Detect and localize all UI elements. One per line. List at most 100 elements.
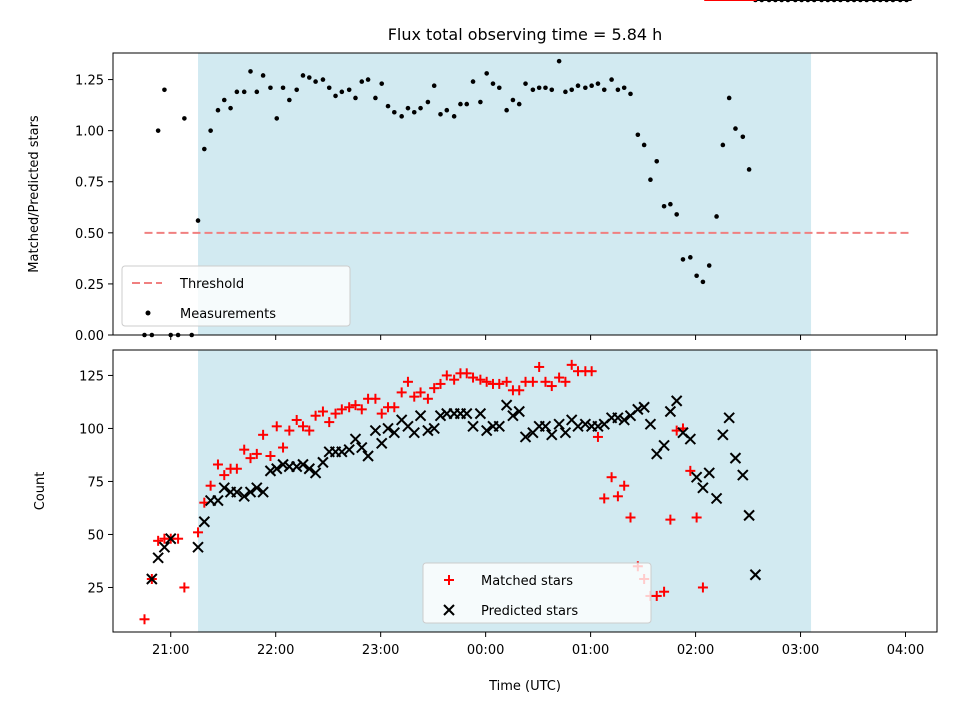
measurement-point bbox=[385, 103, 391, 109]
predicted-point bbox=[612, 412, 624, 424]
measurement-point bbox=[241, 89, 247, 95]
measurement-point bbox=[365, 77, 371, 82]
matched-point bbox=[231, 463, 242, 474]
predicted-point bbox=[349, 433, 362, 445]
measurement-point bbox=[523, 81, 528, 86]
predicted-point bbox=[638, 401, 650, 413]
predicted-point bbox=[218, 482, 230, 494]
matched-point bbox=[586, 366, 597, 377]
predicted-point bbox=[553, 418, 565, 430]
measurement-point bbox=[287, 97, 292, 103]
matched-point bbox=[271, 421, 282, 432]
predicted-point bbox=[519, 431, 532, 443]
predicted-point bbox=[572, 420, 584, 433]
legend: Matched stars Predicted stars bbox=[422, 562, 652, 624]
measurement-point bbox=[333, 93, 338, 99]
predicted-point bbox=[165, 532, 177, 545]
predicted-point bbox=[336, 446, 348, 458]
matched-point bbox=[173, 533, 184, 544]
matched-point bbox=[461, 368, 472, 379]
predicted-point bbox=[434, 410, 447, 422]
predicted-point bbox=[461, 407, 473, 420]
predicted-point bbox=[703, 467, 715, 479]
predicted-point bbox=[592, 420, 604, 433]
predicted-point bbox=[303, 463, 315, 475]
predicted-point bbox=[539, 420, 552, 433]
measurement-point bbox=[609, 77, 614, 82]
matched-point bbox=[599, 493, 610, 504]
matched-point bbox=[396, 387, 407, 398]
matched-point bbox=[153, 535, 164, 546]
matched-point bbox=[560, 376, 571, 387]
predicted-point bbox=[546, 429, 558, 441]
measurement-point bbox=[589, 83, 594, 88]
y-tick-label: 50 bbox=[87, 528, 104, 543]
measurement-point bbox=[575, 83, 581, 88]
matched-point bbox=[297, 421, 308, 432]
legend-label: Matched stars bbox=[481, 574, 573, 589]
matched-point bbox=[546, 381, 557, 392]
measurement-point bbox=[726, 95, 732, 101]
matched-point bbox=[402, 376, 413, 387]
matched-point bbox=[494, 378, 505, 389]
matched-point bbox=[415, 387, 426, 398]
measurement-point bbox=[320, 77, 326, 82]
measurement-point bbox=[155, 128, 161, 133]
measurement-point bbox=[510, 97, 516, 103]
matched-point bbox=[540, 376, 551, 387]
measurement-point bbox=[399, 114, 404, 119]
x-tick-label: 02:00 bbox=[677, 643, 714, 658]
matched-point bbox=[514, 385, 525, 396]
measurement-point bbox=[379, 81, 385, 86]
predicted-point bbox=[238, 490, 250, 503]
predicted-point bbox=[414, 410, 427, 422]
measurement-point bbox=[215, 107, 221, 113]
measurement-point bbox=[346, 87, 352, 93]
matched-point bbox=[284, 425, 295, 436]
legend-label: Measurements bbox=[180, 307, 276, 322]
y-tick-label: 100 bbox=[79, 422, 104, 437]
legend-label: Threshold bbox=[179, 277, 244, 292]
legend-symbol bbox=[444, 575, 454, 585]
measurement-point bbox=[688, 255, 693, 260]
matched-point bbox=[350, 400, 361, 411]
predicted-point bbox=[428, 422, 440, 435]
measurement-point bbox=[438, 112, 443, 117]
legend: Threshold Measurements bbox=[121, 265, 351, 327]
predicted-point bbox=[644, 418, 657, 430]
predicted-point bbox=[369, 424, 382, 437]
matched-point bbox=[659, 586, 670, 597]
matched-point bbox=[376, 408, 387, 419]
x-axis-label: Time (UTC) bbox=[488, 679, 561, 694]
measurement-point bbox=[373, 95, 378, 101]
matched-point bbox=[449, 374, 460, 385]
top-panel-ratio: 0.00 0.25 0.50 0.75 1.00 1.25 Matched/Predicte… bbox=[27, 0, 938, 344]
predicted-point bbox=[356, 441, 368, 454]
measurement-point bbox=[326, 85, 332, 91]
measurement-point bbox=[202, 146, 207, 152]
measurement-point bbox=[661, 203, 667, 209]
x-tick-label: 23:00 bbox=[362, 643, 399, 658]
predicted-point bbox=[717, 429, 729, 441]
y-axis-label: Matched/Predicted stars bbox=[27, 115, 42, 273]
measurement-point bbox=[549, 87, 555, 93]
measurement-point bbox=[464, 101, 470, 107]
predicted-point bbox=[257, 486, 269, 498]
legend-symbol bbox=[443, 604, 455, 616]
measurement-point bbox=[583, 85, 588, 91]
measurement-point bbox=[635, 132, 641, 138]
measurement-point bbox=[504, 107, 509, 113]
predicted-point bbox=[198, 516, 211, 528]
matched-point bbox=[697, 582, 708, 593]
measurement-point bbox=[648, 177, 653, 182]
measurement-point bbox=[496, 85, 502, 91]
predicted-point bbox=[670, 395, 683, 407]
measurement-point bbox=[221, 97, 227, 103]
measurement-point bbox=[451, 114, 457, 119]
measurement-point bbox=[425, 99, 431, 105]
matched-point bbox=[566, 359, 577, 370]
measurement-point bbox=[628, 91, 633, 97]
matched-point bbox=[278, 442, 289, 453]
legend-box bbox=[121, 265, 351, 327]
measurement-point bbox=[208, 128, 213, 133]
